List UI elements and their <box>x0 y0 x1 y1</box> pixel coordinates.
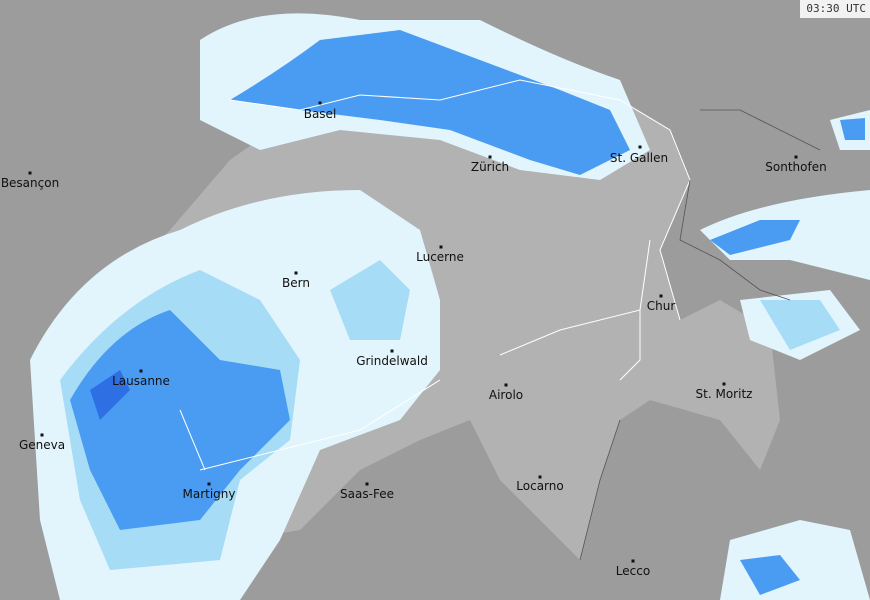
city-label: Sonthofen <box>765 160 827 174</box>
precipitation-mid <box>70 30 865 595</box>
city-dot <box>390 349 394 353</box>
city-dot <box>538 475 542 479</box>
city-label: Bern <box>282 276 310 290</box>
city-dot <box>794 155 798 159</box>
borders-secondary <box>579 109 821 561</box>
city-label: Besançon <box>0 176 60 190</box>
city-label: Lausanne <box>112 374 170 388</box>
city-dot <box>504 383 508 387</box>
city-label: Lecco <box>615 564 651 578</box>
city-label: Lucerne <box>416 250 464 264</box>
borders <box>179 79 691 471</box>
city-dot <box>659 294 663 298</box>
city-label: Basel <box>303 107 337 121</box>
timestamp-label: 03:30 UTC <box>800 0 870 18</box>
city-label: St. Moritz <box>695 387 753 401</box>
city-dot <box>294 271 298 275</box>
city-label: St. Gallen <box>609 151 669 165</box>
city-dot <box>40 433 44 437</box>
city-label: Geneva <box>18 438 66 452</box>
city-dot <box>631 559 635 563</box>
city-label: Saas-Fee <box>340 487 394 501</box>
city-dot <box>722 382 726 386</box>
city-dot <box>28 171 32 175</box>
city-label: Locarno <box>516 479 564 493</box>
city-label: Grindelwald <box>356 354 428 368</box>
city-dot <box>207 482 211 486</box>
city-label: Chur <box>646 299 676 313</box>
precipitation-high <box>90 370 130 420</box>
city-dot <box>638 145 642 149</box>
city-label: Martigny <box>182 487 236 501</box>
city-label: Zürich <box>470 160 510 174</box>
city-dot <box>365 482 369 486</box>
city-dot <box>488 155 492 159</box>
city-dot <box>318 101 322 105</box>
city-dot <box>139 369 143 373</box>
city-label: Airolo <box>488 388 524 402</box>
city-dot <box>439 245 443 249</box>
